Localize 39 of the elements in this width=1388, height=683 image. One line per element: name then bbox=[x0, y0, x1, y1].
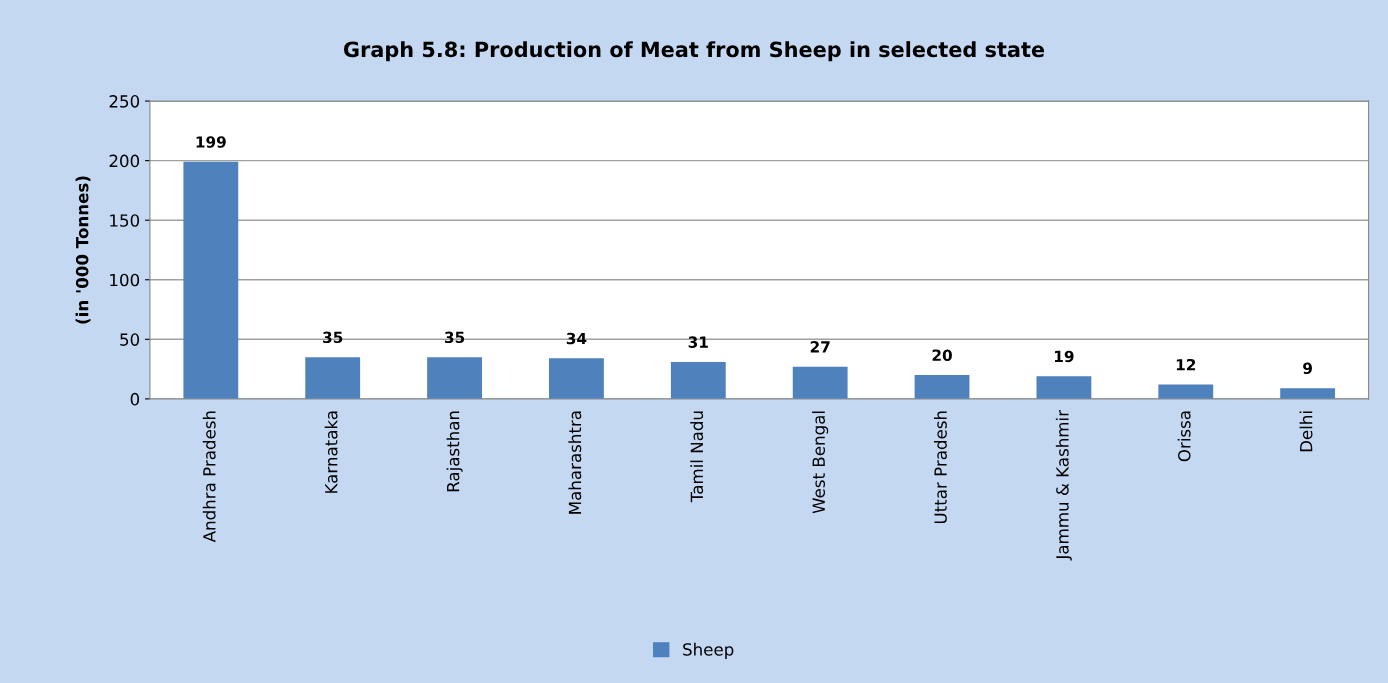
y-tick-label: 50 bbox=[120, 333, 140, 346]
data-label: 20 bbox=[932, 349, 952, 361]
x-tick-label: Maharashtra bbox=[568, 411, 582, 514]
data-label: 35 bbox=[323, 331, 343, 344]
data-label: 34 bbox=[566, 332, 587, 345]
data-label: 19 bbox=[1055, 350, 1074, 363]
data-label: 27 bbox=[810, 341, 830, 353]
bar bbox=[914, 375, 970, 399]
y-tick-label: 0 bbox=[130, 392, 140, 406]
x-tick-label: Rajasthan bbox=[446, 411, 463, 492]
legend-label: Sheep bbox=[683, 642, 734, 659]
data-label: 9 bbox=[1303, 362, 1312, 375]
x-tick-label: Delhi bbox=[1299, 411, 1313, 452]
data-label: 31 bbox=[688, 336, 708, 348]
x-tick-label: Orissa bbox=[1177, 411, 1191, 462]
y-tick-label: 100 bbox=[110, 273, 140, 287]
chart-title: Graph 5.8: Production of Meat from Sheep in selected state bbox=[343, 41, 1045, 62]
bar bbox=[183, 161, 239, 399]
x-tick-label: West Bengal bbox=[812, 411, 829, 514]
bar bbox=[1158, 384, 1214, 399]
y-tick-label: 250 bbox=[109, 95, 140, 108]
data-label: 35 bbox=[444, 331, 465, 344]
bar bbox=[792, 366, 848, 399]
x-tick-label: Andhra Pradesh bbox=[202, 411, 216, 543]
y-tick-label: 200 bbox=[109, 154, 140, 168]
y-tick-label: 150 bbox=[110, 214, 140, 227]
bar bbox=[670, 361, 726, 399]
x-tick-label: Uttar Pradesh bbox=[933, 411, 947, 524]
bar bbox=[305, 357, 361, 399]
x-tick-label: Jammu & Kashmir bbox=[1055, 409, 1072, 561]
data-label: 12 bbox=[1176, 358, 1196, 371]
x-tick-label: Karnataka bbox=[324, 411, 338, 493]
bar bbox=[427, 357, 482, 399]
data-label: 199 bbox=[196, 136, 226, 148]
bar bbox=[1280, 388, 1336, 399]
y-axis-title: (in '000 Tonnes) bbox=[75, 176, 91, 324]
bar bbox=[1036, 376, 1092, 399]
bar bbox=[549, 358, 604, 399]
x-tick-label: Tamil Nadu bbox=[690, 411, 704, 503]
